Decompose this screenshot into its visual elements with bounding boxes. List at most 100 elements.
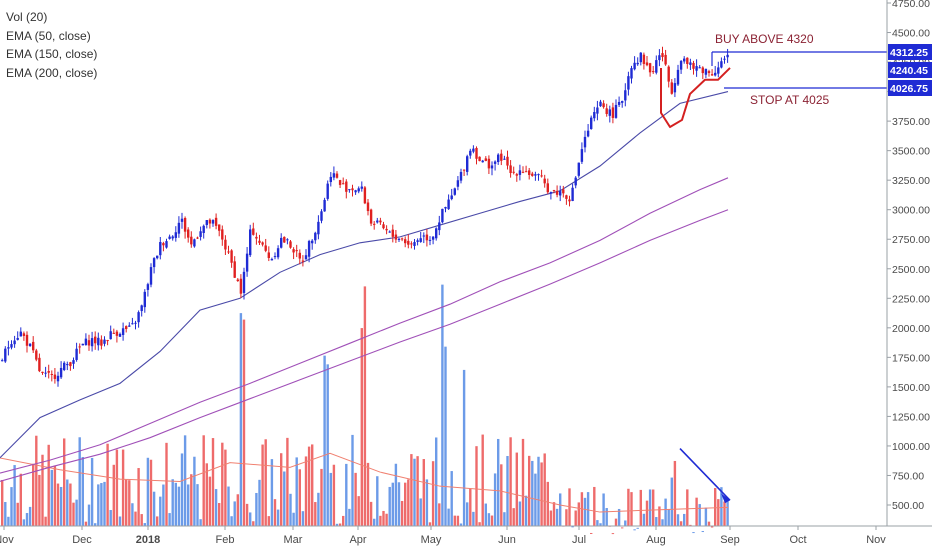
- candle-body: [707, 71, 711, 74]
- volume-bar: [345, 463, 348, 526]
- candle-body: [255, 236, 258, 239]
- candle-body: [438, 222, 441, 231]
- price-tick-label: 750.00: [892, 470, 924, 482]
- volume-bar: [369, 501, 373, 526]
- candle-body: [518, 170, 522, 175]
- volume-bar: [524, 495, 528, 526]
- volume-bar: [264, 439, 267, 526]
- time-tick-label: Oct: [789, 534, 806, 546]
- candle-body: [171, 236, 174, 239]
- candle-body: [56, 375, 60, 382]
- candle-body: [214, 217, 218, 226]
- price-tick-label: 4500.00: [892, 28, 930, 40]
- candle-body: [621, 101, 624, 103]
- price-label-box: [888, 44, 932, 60]
- volume-bar: [236, 494, 239, 526]
- time-tick-label: Mar: [284, 534, 303, 546]
- volume-bar: [199, 519, 202, 526]
- volume-bar: [385, 513, 388, 526]
- volume-bar: [177, 486, 181, 526]
- volume-bar: [249, 512, 252, 526]
- volume-bar: [490, 515, 494, 526]
- legend-ema150[interactable]: EMA (150, close): [6, 47, 98, 61]
- candle-body: [295, 250, 298, 252]
- candle-body: [428, 239, 432, 241]
- ema50-line: [0, 91, 729, 459]
- volume-bar: [35, 435, 38, 526]
- legend-ema200[interactable]: EMA (200, close): [6, 65, 98, 80]
- volume-bar: [552, 502, 556, 526]
- candle-body: [44, 372, 47, 374]
- volume-bar: [661, 519, 664, 526]
- volume-bar: [180, 453, 184, 526]
- candle-body: [19, 331, 22, 337]
- candle-body: [466, 156, 469, 172]
- candle-body: [69, 362, 72, 367]
- candle-body: [10, 344, 13, 348]
- candle-body: [193, 239, 196, 247]
- candle-body: [571, 187, 574, 201]
- candle-body: [329, 176, 332, 183]
- candle-body: [35, 350, 38, 360]
- price-tick-label: 2250.00: [892, 293, 930, 305]
- volume-bar: [400, 500, 404, 526]
- volume-bar: [617, 508, 621, 526]
- volume-bar: [280, 453, 283, 526]
- candle-body: [90, 338, 94, 347]
- volume-bar: [81, 457, 84, 526]
- volume-bar: [109, 510, 112, 526]
- candle-body: [174, 232, 177, 238]
- volume-bar: [332, 464, 336, 526]
- volume-bar: [528, 455, 531, 526]
- candle-body: [555, 190, 559, 195]
- candle-body: [146, 284, 150, 290]
- volume-bar: [224, 449, 227, 526]
- volume-bar: [44, 516, 47, 526]
- legend-vol[interactable]: Vol (20): [6, 10, 48, 24]
- candle-body: [363, 187, 367, 204]
- candle-body: [311, 240, 314, 244]
- volume-bar: [90, 457, 94, 526]
- candle-body: [605, 108, 608, 114]
- candle-body: [267, 252, 270, 258]
- volume-bar: [174, 482, 177, 526]
- volume-bar: [537, 456, 540, 526]
- candle-body: [183, 218, 187, 232]
- volume-bar: [47, 444, 50, 526]
- candle-body: [258, 240, 261, 243]
- price-axis: 4750.004500.004250.004000.003750.003500.…: [886, 0, 932, 526]
- candle-body: [118, 333, 122, 337]
- price-label-box: [888, 62, 932, 78]
- candle-body: [75, 348, 78, 360]
- volume-bar: [614, 518, 618, 526]
- volume-bar: [410, 454, 413, 526]
- volume-bar: [106, 443, 109, 526]
- volume-bar: [252, 521, 255, 526]
- candle-body: [534, 174, 537, 176]
- candle-body: [320, 211, 323, 221]
- volume-bar: [472, 511, 475, 526]
- volume-bar: [351, 434, 354, 526]
- candle-body: [509, 165, 512, 174]
- time-tick-label: Jul: [572, 534, 586, 546]
- volume-bar: [593, 486, 596, 526]
- candle-body: [447, 199, 450, 210]
- candle-body: [205, 220, 208, 226]
- candle-body: [190, 236, 193, 245]
- candle-body: [497, 154, 500, 163]
- volume-bar: [500, 464, 503, 526]
- volume-bar: [425, 479, 429, 526]
- price-tick-label: 1000.00: [892, 441, 930, 453]
- legend-ema50[interactable]: EMA (50, close): [6, 28, 91, 43]
- candle-body: [13, 340, 16, 345]
- volume-bar: [38, 474, 41, 526]
- volume-bar: [307, 446, 311, 526]
- candle-body: [627, 76, 630, 90]
- candle-body: [608, 109, 611, 116]
- volume-bar: [549, 510, 553, 526]
- candle-body: [335, 173, 339, 178]
- volume-bar: [208, 476, 212, 526]
- candle-body: [683, 58, 686, 62]
- candle-body: [348, 189, 351, 191]
